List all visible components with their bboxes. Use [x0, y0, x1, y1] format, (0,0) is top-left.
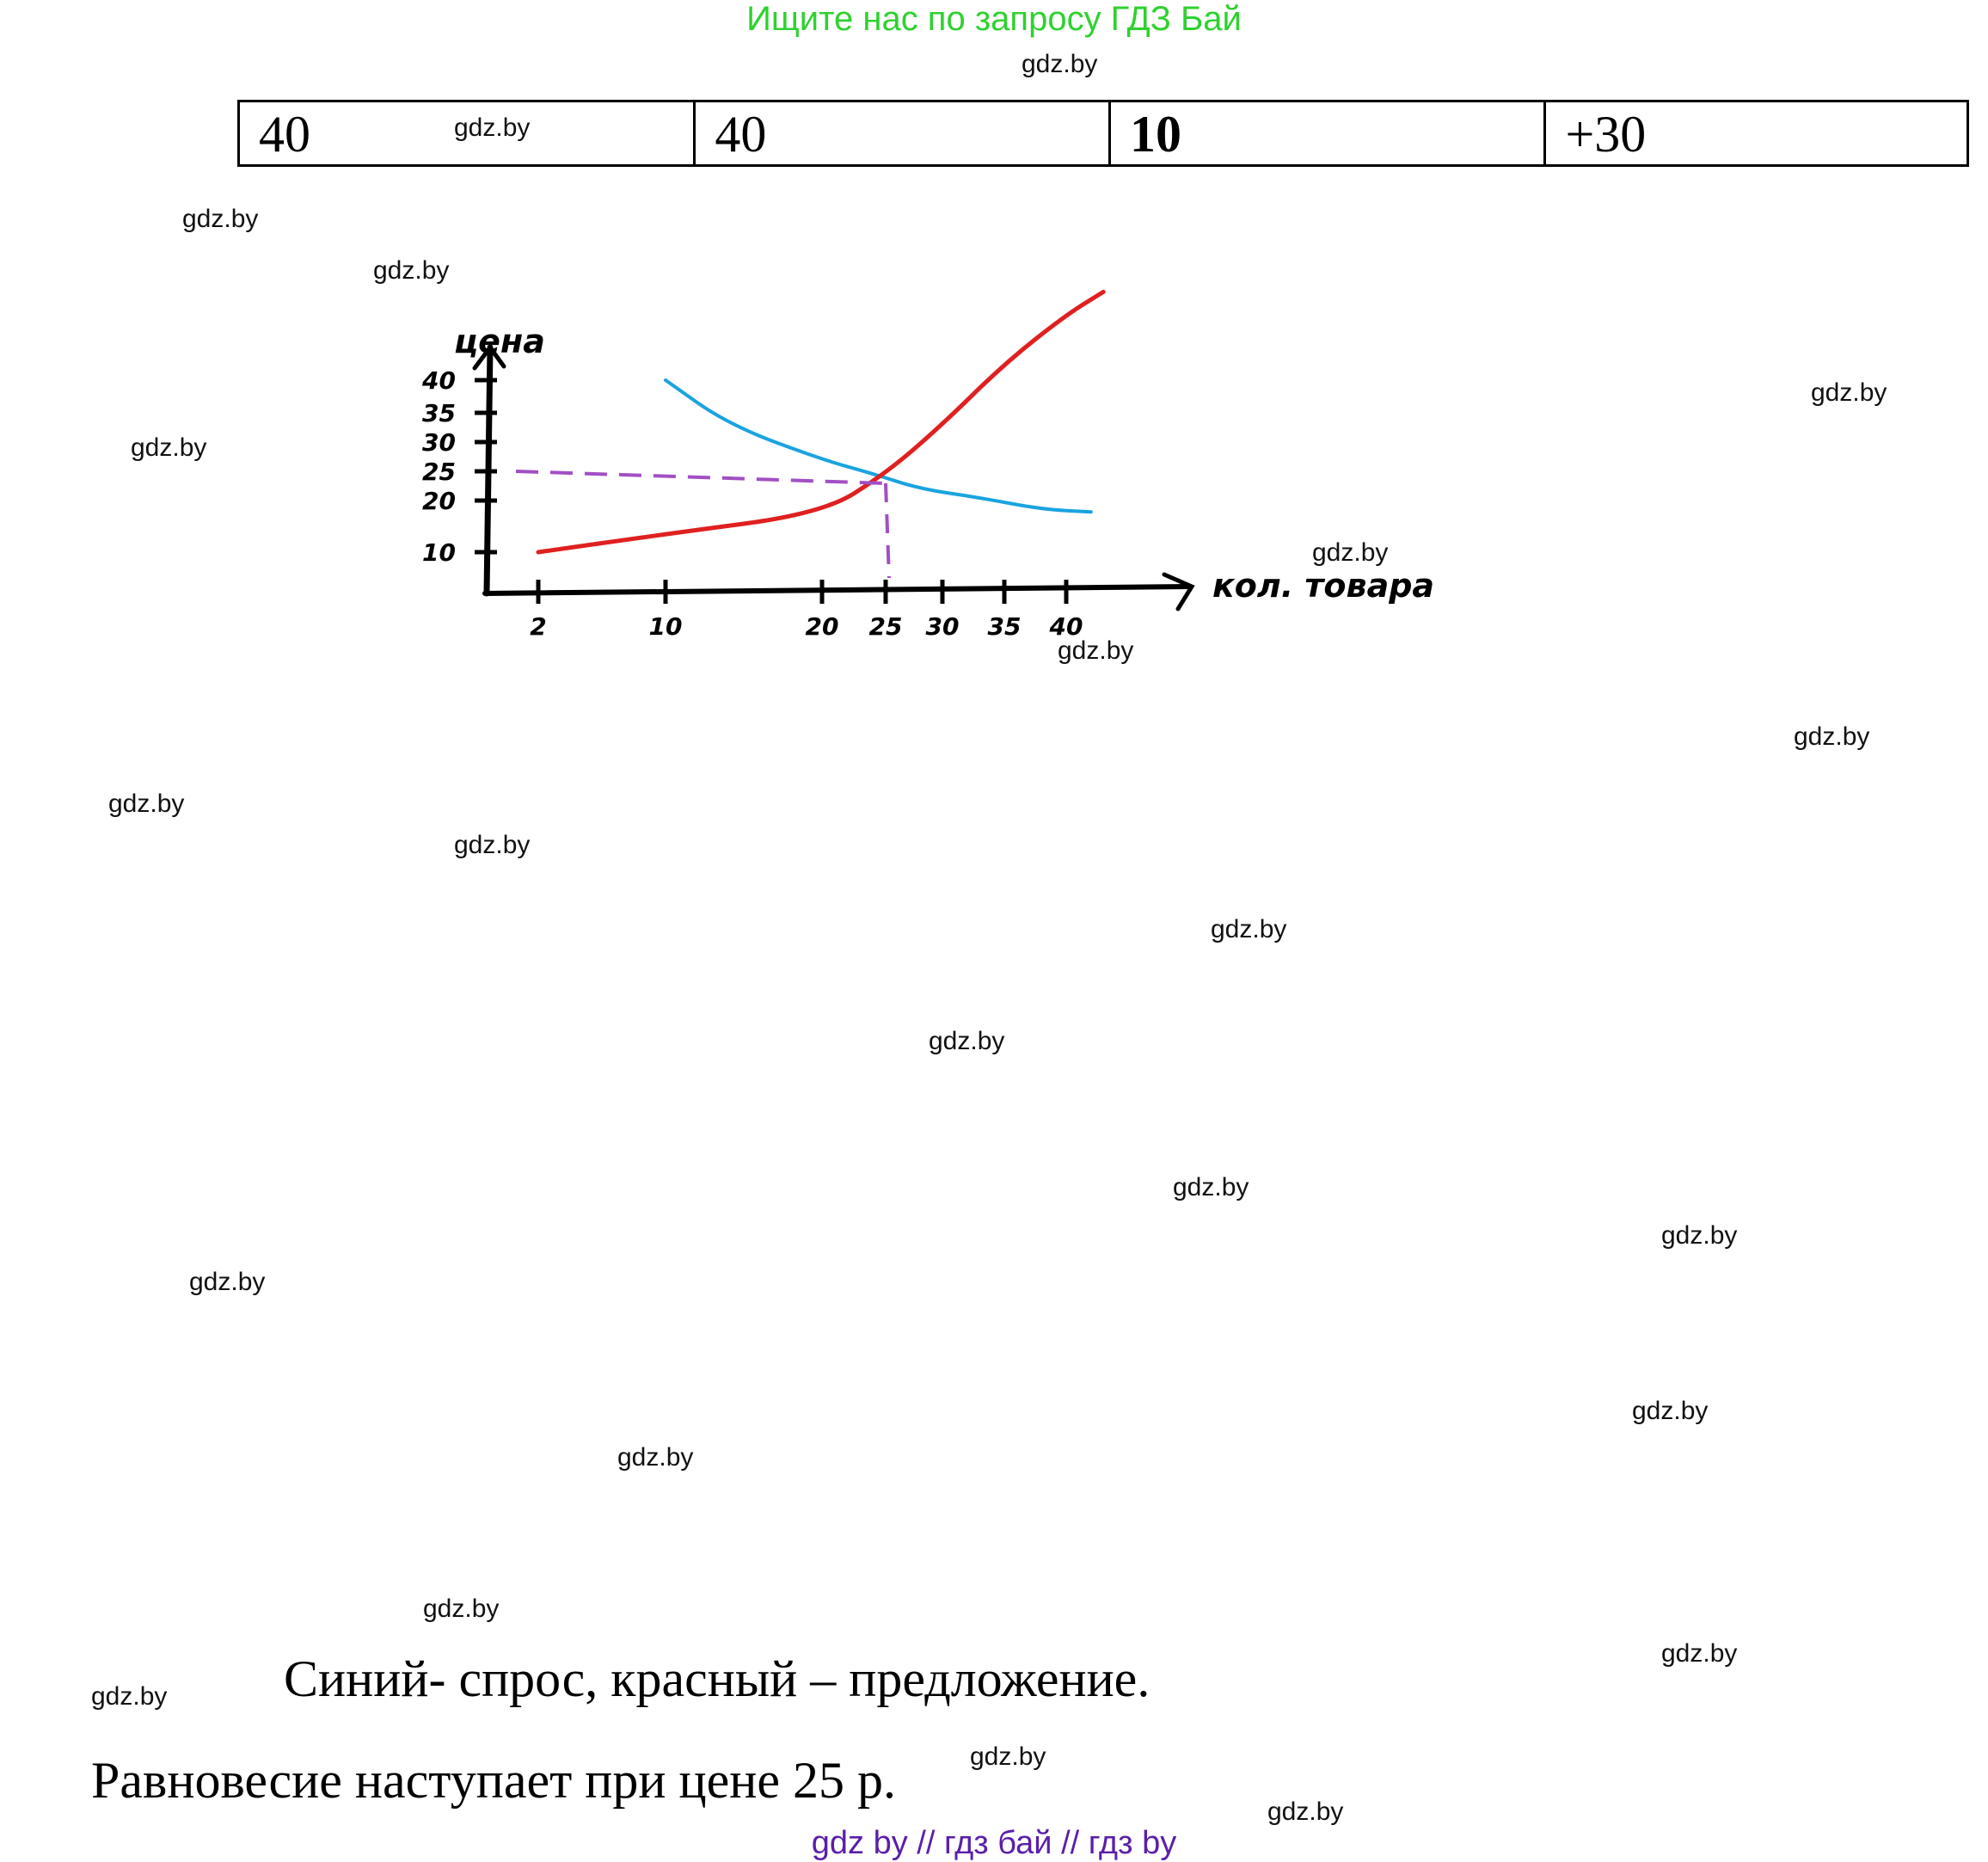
x-tick-label: 25	[869, 612, 903, 641]
answer-cell: +30	[1565, 106, 1647, 163]
answer-cell: 40	[696, 102, 1111, 164]
y-tick-label: 25	[422, 458, 456, 486]
y-axis-label: цена	[454, 323, 545, 360]
y-axis-arrow	[472, 343, 506, 371]
watermark: gdz.by	[1632, 1397, 1709, 1425]
watermark: gdz.by	[1794, 722, 1870, 751]
watermark: gdz.by	[108, 790, 185, 818]
x-tick-label: 30	[926, 612, 960, 641]
watermark: gdz.by	[1811, 378, 1887, 407]
x-tick-label: 20	[806, 612, 839, 641]
y-tick-label: 20	[422, 487, 456, 515]
site-banner: Ищите нас по запросу ГДЗ Бай	[746, 0, 1242, 38]
watermark: gdz.by	[970, 1742, 1046, 1771]
watermark: gdz.by	[1022, 50, 1098, 78]
y-tick-label: 35	[422, 399, 456, 427]
y-tick-label: 40	[421, 366, 456, 395]
answer-cell: 10	[1111, 102, 1547, 164]
answer-cell: 40	[240, 102, 696, 164]
series-line	[664, 378, 1093, 514]
equilibrium-quantity-guide	[884, 482, 891, 579]
watermark: gdz.by	[929, 1027, 1005, 1055]
watermark: gdz.by	[454, 114, 531, 142]
x-axis-label: кол. товара	[1212, 567, 1434, 605]
watermark: gdz.by	[617, 1443, 694, 1472]
footer-links: gdz by // гдз бай // гдз by	[811, 1825, 1177, 1861]
watermark: gdz.by	[131, 433, 207, 462]
watermark: gdz.by	[91, 1682, 168, 1711]
watermark: gdz.by	[1267, 1797, 1344, 1826]
watermark: gdz.by	[1173, 1173, 1249, 1201]
equilibrium-price-guide	[515, 470, 887, 485]
x-tick-label: 40	[1049, 612, 1083, 641]
watermark: gdz.by	[189, 1268, 266, 1296]
x-tick-label: 2	[530, 612, 546, 641]
y-tick-label: 10	[422, 538, 456, 567]
conclusion-text: Равновесие наступает при цене 25 р.	[91, 1752, 897, 1809]
watermark: gdz.by	[1211, 915, 1287, 943]
watermark: gdz.by	[1312, 538, 1389, 567]
x-axis-arrow	[1162, 572, 1195, 611]
watermark: gdz.by	[1661, 1639, 1738, 1668]
watermark: gdz.by	[1661, 1221, 1738, 1250]
watermark: gdz.by	[1058, 636, 1134, 665]
y-tick-label: 30	[422, 428, 456, 457]
x-axis	[482, 584, 1193, 596]
series-line	[536, 289, 1106, 555]
answer-table: 40 40 10 +30	[237, 100, 1969, 167]
watermark: gdz.by	[373, 256, 450, 285]
watermark: gdz.by	[454, 831, 531, 859]
watermark: gdz.by	[423, 1595, 500, 1623]
x-tick-label: 10	[649, 612, 683, 641]
legend-caption: Синий- спрос, красный – предложение.	[284, 1650, 1150, 1707]
x-tick-label: 35	[988, 612, 1022, 641]
watermark: gdz.by	[182, 205, 259, 233]
